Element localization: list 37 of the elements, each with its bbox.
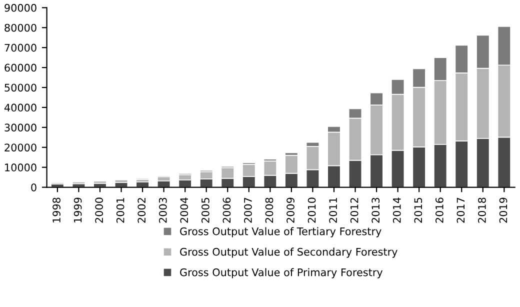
- x-tick-label: 2003: [158, 198, 167, 223]
- y-tick-label: 30000: [4, 124, 36, 132]
- x-tick-label: 2011: [329, 198, 338, 223]
- y-tick-label: 50000: [4, 84, 36, 92]
- y-tick-label: 80000: [4, 24, 36, 32]
- x-tick-label: 2017: [456, 198, 465, 223]
- x-tick-label: 2004: [180, 198, 188, 223]
- x-tick-label: 2014: [392, 198, 401, 223]
- x-tick-label: 1998: [52, 198, 60, 222]
- x-tick-label: 2006: [222, 198, 231, 223]
- x-tick-label: 2015: [414, 198, 422, 223]
- x-tick-label: 2012: [350, 198, 358, 223]
- x-tick-label: 2013: [372, 198, 380, 223]
- y-tick-label: 0: [31, 183, 36, 192]
- bar: [136, 178, 150, 182]
- legend-label: Gross Output Value of Secondary Forestry: [180, 248, 398, 258]
- x-tick-label: 2016: [435, 198, 444, 223]
- y-tick-label: 70000: [4, 44, 36, 52]
- legend-label: Gross Output Value of Primary Forestry: [180, 268, 383, 278]
- x-tick-label: 2005: [201, 198, 210, 223]
- bar: [114, 179, 128, 183]
- x-tick-label: 2019: [499, 198, 508, 223]
- x-tick-label: 2010: [308, 198, 316, 223]
- x-tick-label: 2018: [478, 198, 486, 223]
- y-tick-label: 20000: [4, 144, 36, 152]
- x-tick-label: 2001: [116, 198, 124, 223]
- y-tick-label: 40000: [4, 104, 36, 112]
- x-tick-label: 2008: [265, 198, 274, 223]
- legend-label: Gross Output Value of Tertiary Forestry: [180, 227, 382, 238]
- x-tick-label: 2000: [95, 198, 104, 223]
- y-tick-label: 60000: [4, 64, 36, 72]
- x-tick-label: 1999: [74, 198, 82, 222]
- x-tick-label: 2007: [244, 198, 252, 223]
- y-tick-label: 10000: [5, 164, 36, 172]
- x-tick-label: 2002: [138, 198, 146, 223]
- x-tick-label: 2009: [286, 198, 294, 223]
- y-tick-label: 90000: [4, 4, 36, 12]
